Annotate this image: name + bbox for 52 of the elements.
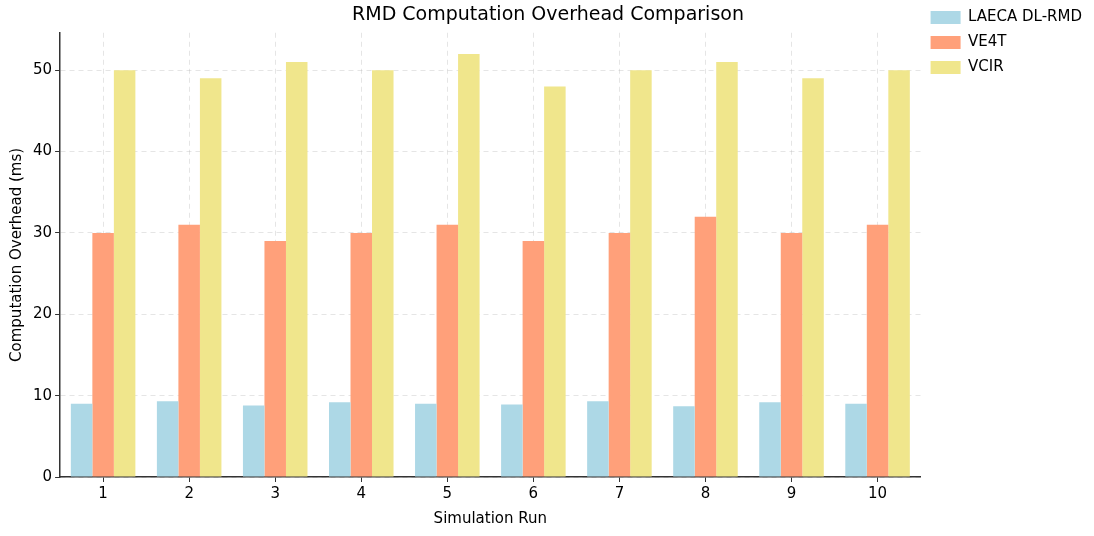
bar	[587, 401, 609, 477]
bar	[415, 403, 437, 477]
x-tick-label: 10	[868, 483, 888, 502]
bar	[888, 70, 910, 477]
bar	[802, 78, 824, 477]
bar	[544, 86, 566, 477]
x-tick-label: 6	[528, 483, 539, 502]
bar	[845, 403, 867, 477]
bar	[92, 232, 114, 477]
bar	[501, 404, 523, 477]
bar	[522, 241, 545, 477]
legend-label: VCIR	[968, 57, 1004, 76]
bar	[350, 232, 373, 477]
bar	[372, 70, 394, 477]
y-tick-label: 10	[32, 385, 53, 404]
bar	[285, 62, 308, 477]
bar	[436, 224, 459, 477]
bar	[242, 405, 265, 477]
bar	[759, 402, 781, 477]
y-tick-label: 30	[32, 222, 53, 241]
bar	[458, 53, 480, 477]
bar	[673, 406, 695, 477]
legend-label: LAECA DL-RMD	[968, 7, 1083, 26]
x-tick-label: 5	[442, 483, 453, 502]
y-tick-label: 50	[32, 60, 53, 79]
bar	[716, 62, 738, 477]
x-tick-label: 8	[700, 483, 711, 502]
x-tick-label: 9	[786, 483, 797, 502]
y-axis-title: Computation Overhead (ms)	[6, 147, 25, 362]
x-tick-label: 3	[270, 483, 280, 502]
x-tick-label: 7	[614, 483, 625, 502]
chart-title: RMD Computation Overhead Comparison	[352, 2, 744, 25]
bar	[70, 403, 93, 477]
bar	[630, 70, 652, 477]
bar	[199, 78, 222, 477]
bar	[780, 232, 803, 477]
bar	[328, 402, 351, 477]
legend-label: VE4T	[968, 32, 1008, 51]
bar	[608, 232, 631, 477]
bar	[178, 224, 200, 477]
x-tick-label: 1	[98, 483, 108, 502]
x-tick-label: 2	[184, 483, 194, 502]
bar	[694, 216, 717, 477]
bar	[264, 241, 286, 477]
bar	[156, 401, 179, 477]
y-tick-label: 40	[32, 141, 53, 160]
x-axis-title: Simulation Run	[433, 508, 548, 527]
y-tick-label: 0	[42, 466, 53, 485]
x-tick-label: 4	[356, 483, 367, 502]
bar	[866, 224, 889, 477]
bar	[113, 70, 136, 477]
y-tick-label: 20	[32, 304, 53, 323]
